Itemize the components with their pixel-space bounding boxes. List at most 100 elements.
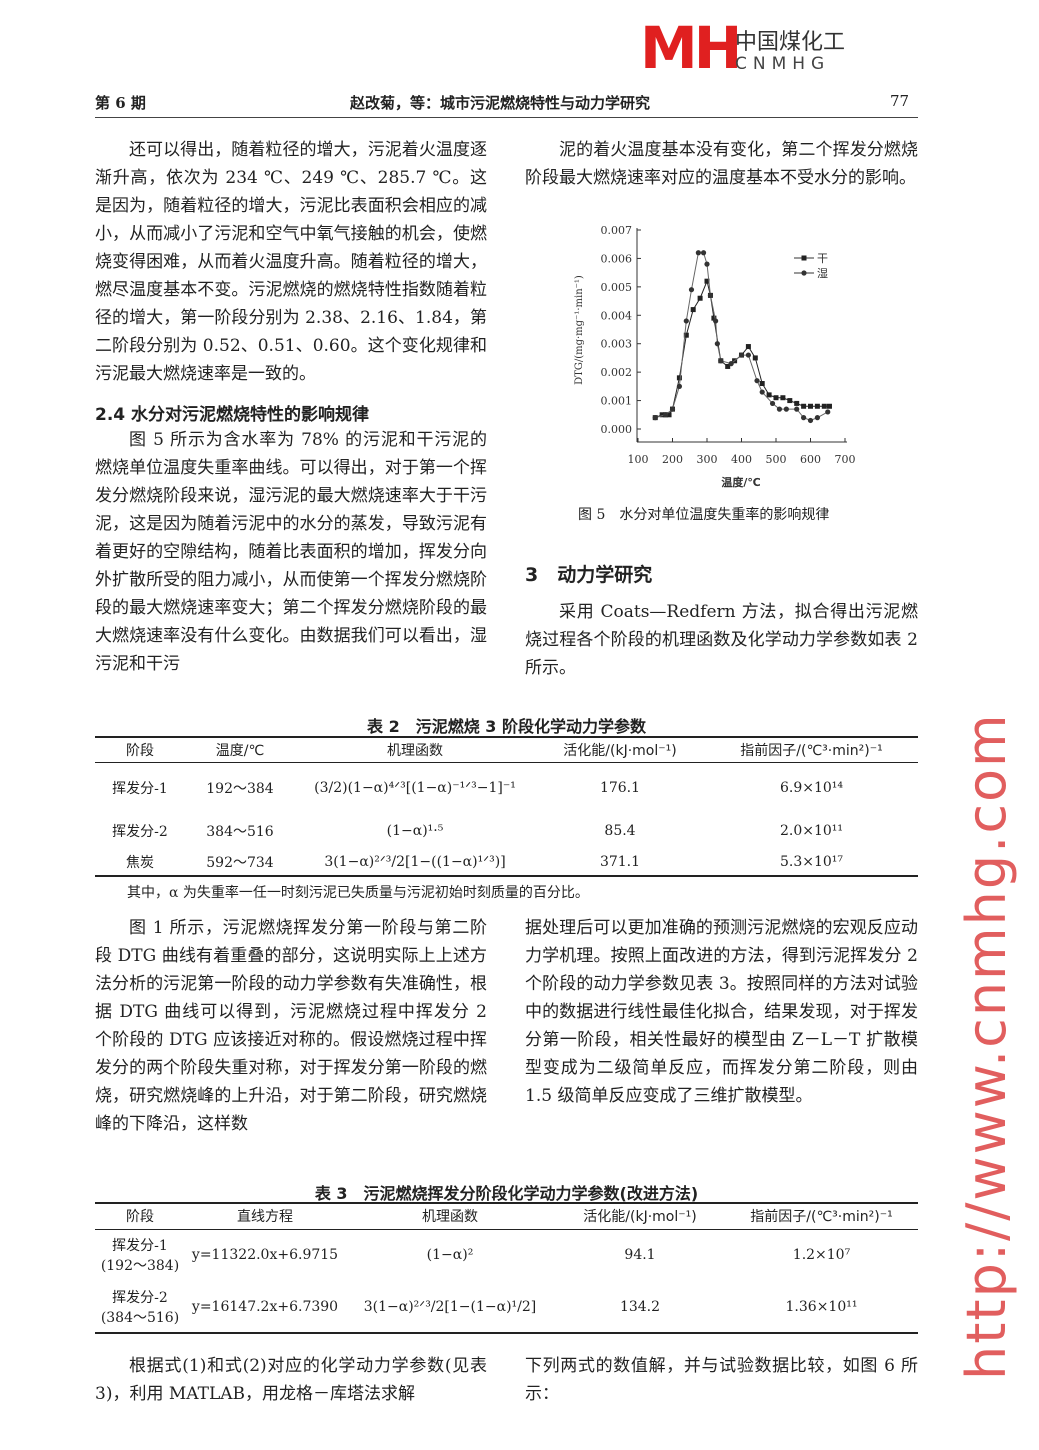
table-header: 机理函数 bbox=[387, 742, 443, 759]
figure-caption: 图 5 水分对单位温度失重率的影响规律 bbox=[578, 507, 830, 523]
paragraph: 根据式(1)和式(2)对应的化学动力学参数(见表 3)，利用 MATLAB，用龙… bbox=[95, 1356, 487, 1404]
section-heading: 2.4 水分对污泥燃烧特性的影响规律 bbox=[95, 405, 370, 425]
watermark-url: http://www.cnmhg.com bbox=[955, 712, 1018, 1380]
data-point bbox=[807, 417, 814, 424]
table-cell: 6.9×10¹⁴ bbox=[779, 780, 844, 797]
data-point bbox=[801, 403, 807, 409]
table-cell: 85.4 bbox=[604, 823, 636, 839]
y-tick-label: 0.006 bbox=[601, 252, 633, 265]
table-header: 指前因子/(℃³·min²)⁻¹ bbox=[740, 742, 883, 759]
data-point bbox=[676, 375, 682, 381]
stage-label: 挥发分-2 bbox=[112, 1289, 168, 1306]
data-point bbox=[725, 363, 731, 369]
data-point bbox=[738, 352, 745, 358]
data-point bbox=[728, 361, 734, 367]
data-point bbox=[794, 400, 800, 406]
table-rule bbox=[95, 1202, 918, 1204]
table-row: 挥发分-2 (384～516) y=16147.2x+6.7390 3(1−α)²… bbox=[95, 1281, 918, 1333]
table-cell: 3(1−α)²ᐟ³/2[1−(1−α)¹/2] bbox=[363, 1298, 537, 1315]
table-cell: 371.1 bbox=[599, 853, 641, 870]
y-axis-label: DTG/(mg·mg⁻¹·min⁻¹) bbox=[574, 275, 585, 385]
data-point bbox=[707, 292, 714, 298]
table-row: 挥发分-1 192～384 (3/2)(1−α)⁴ᐟ³[(1−α)⁻¹ᐟ³−1]… bbox=[95, 762, 918, 814]
data-point bbox=[769, 400, 776, 407]
table-caption: 表 3 污泥燃烧挥发分阶段化学动力学参数(改进方法) bbox=[314, 1184, 699, 1203]
data-point bbox=[683, 318, 689, 324]
data-point bbox=[752, 355, 758, 361]
issue-number: 第 6 期 bbox=[95, 94, 146, 112]
data-point bbox=[695, 250, 701, 256]
data-point bbox=[794, 406, 800, 412]
table-row: 挥发分-2 384～516 (1−α)¹·⁵ 85.4 2.0×10¹¹ bbox=[95, 814, 918, 848]
stage-range: (384～516) bbox=[100, 1309, 180, 1326]
logo-text-en: CNMHG bbox=[735, 54, 831, 74]
paragraph: 泥的着火温度基本没有变化，第二个挥发分燃烧阶段最大燃烧速率对应的温度基本不受水分… bbox=[525, 140, 918, 188]
data-point bbox=[652, 415, 658, 421]
x-tick-label: 600 bbox=[800, 453, 821, 466]
data-point bbox=[714, 341, 720, 347]
legend-label: 干 bbox=[817, 252, 828, 265]
data-point bbox=[745, 352, 752, 358]
table-row: 挥发分-1 (192～384) y=11322.0x+6.9715 (1−α)² … bbox=[95, 1229, 918, 1281]
data-point bbox=[826, 403, 832, 409]
x-tick-label: 100 bbox=[628, 453, 649, 466]
legend-marker bbox=[801, 270, 807, 276]
header-rule bbox=[95, 117, 918, 118]
data-point bbox=[718, 358, 724, 364]
logo-mark: MH bbox=[640, 14, 742, 82]
y-tick-label: 0.000 bbox=[601, 423, 633, 436]
table-cell: (3/2)(1−α)⁴ᐟ³[(1−α)⁻¹ᐟ³−1]⁻¹ bbox=[314, 780, 516, 797]
data-point bbox=[713, 318, 719, 324]
data-point bbox=[773, 395, 779, 401]
data-point bbox=[787, 398, 793, 404]
data-point bbox=[766, 392, 772, 398]
table-cell: y=11322.0x+6.9715 bbox=[191, 1247, 339, 1264]
paragraph: 下列两式的数值解，并与试验数据比较，如图 6 所示： bbox=[525, 1356, 918, 1404]
x-tick-label: 700 bbox=[835, 453, 856, 466]
table-cell: y=16147.2x+6.7390 bbox=[191, 1298, 339, 1315]
data-point bbox=[780, 395, 786, 401]
table-cell: 176.1 bbox=[599, 780, 641, 797]
data-point bbox=[659, 412, 665, 418]
data-point bbox=[690, 307, 696, 313]
table-rule bbox=[95, 736, 918, 738]
paragraph: 还可以得出，随着粒径的增大，污泥着火温度逐渐升高，依次为 234 ℃、249 ℃… bbox=[95, 140, 487, 384]
data-point bbox=[776, 406, 783, 412]
table-cell: (1−α)¹·⁵ bbox=[386, 823, 444, 839]
data-point bbox=[759, 389, 765, 395]
legend-marker bbox=[801, 255, 807, 261]
y-tick-label: 0.001 bbox=[601, 395, 633, 408]
table-cell: 2.0×10¹¹ bbox=[779, 823, 844, 839]
page-number: 77 bbox=[890, 92, 910, 110]
paragraph: 据处理后可以更加准确的预测污泥燃烧的宏观反应动力学机理。按照上面改进的方法，得到… bbox=[525, 918, 918, 1106]
table-2: 阶段 温度/℃ 机理函数 活化能/(kJ·mol⁻¹) 指前因子/(℃³·min… bbox=[95, 738, 918, 877]
y-tick-label: 0.007 bbox=[601, 224, 633, 237]
table-cell: 3(1−α)²ᐟ³/2[1−((1−α)¹ᐟ³)] bbox=[324, 853, 506, 870]
data-point bbox=[663, 412, 669, 418]
table-cell: 焦炭 bbox=[126, 854, 154, 871]
x-tick-label: 200 bbox=[662, 453, 683, 466]
x-tick-label: 300 bbox=[697, 453, 718, 466]
logo-text-cn: 中国煤化工 bbox=[735, 30, 846, 55]
data-point bbox=[814, 403, 820, 409]
table-header: 温度/℃ bbox=[215, 742, 265, 759]
table-header: 阶段 bbox=[126, 1209, 154, 1226]
paragraph: 采用 Coats—Redfern 方法，拟合得出污泥燃烧过程各个阶段的机理函数及… bbox=[525, 602, 918, 678]
data-point bbox=[801, 415, 807, 421]
running-title: 赵改菊，等：城市污泥燃烧特性与动力学研究 bbox=[350, 94, 651, 112]
data-point bbox=[821, 403, 827, 409]
x-tick-label: 400 bbox=[731, 453, 752, 466]
cnmhg-logo: MH 中国煤化工 CNMHG bbox=[640, 18, 930, 78]
x-tick-label: 500 bbox=[766, 453, 787, 466]
table-cell: (1−α)² bbox=[426, 1247, 474, 1264]
series-line-干 bbox=[655, 279, 830, 419]
table-3: 阶段 直线方程 机理函数 活化能/(kJ·mol⁻¹) 指前因子/(℃³·min… bbox=[95, 1204, 918, 1334]
table-header: 活化能/(kJ·mol⁻¹) bbox=[583, 1209, 697, 1226]
table-header-row: 阶段 温度/℃ 机理函数 活化能/(kJ·mol⁻¹) 指前因子/(℃³·min… bbox=[95, 738, 918, 762]
table-cell: 挥发分-1 (192～384) bbox=[95, 1229, 185, 1281]
paragraph: 图 1 所示，污泥燃烧挥发分第一阶段与第二阶段 DTG 曲线有着重叠的部分，这说… bbox=[95, 918, 487, 1134]
data-point bbox=[754, 378, 760, 384]
table-cell: 挥发分-1 bbox=[112, 781, 168, 798]
data-point bbox=[745, 344, 751, 350]
